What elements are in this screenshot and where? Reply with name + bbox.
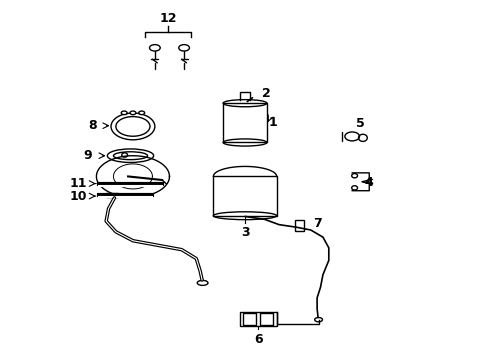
Text: 11: 11 <box>69 177 87 190</box>
Bar <box>240 312 277 327</box>
Text: 6: 6 <box>254 333 263 346</box>
Bar <box>260 313 273 325</box>
Ellipse shape <box>139 111 145 114</box>
Bar <box>223 103 267 143</box>
Text: 10: 10 <box>69 190 87 203</box>
Bar <box>294 220 304 231</box>
Text: 7: 7 <box>313 217 322 230</box>
Text: 4: 4 <box>365 176 373 189</box>
Text: 1: 1 <box>269 116 277 129</box>
Bar <box>213 176 277 216</box>
Ellipse shape <box>130 111 136 114</box>
Text: 9: 9 <box>83 149 92 162</box>
Text: 8: 8 <box>88 119 97 132</box>
Ellipse shape <box>121 111 127 114</box>
Text: 5: 5 <box>356 117 365 130</box>
Text: 3: 3 <box>241 226 249 239</box>
Bar <box>106 193 118 197</box>
Text: 2: 2 <box>262 87 271 100</box>
Text: 12: 12 <box>159 12 177 24</box>
Bar <box>243 313 256 325</box>
